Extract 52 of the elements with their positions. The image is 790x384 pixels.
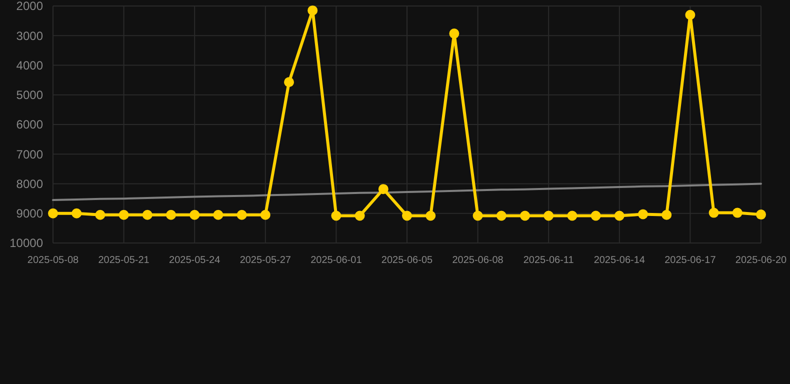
point <box>708 208 719 218</box>
y-tick-label: 7000 <box>16 147 44 162</box>
y-tick-label: 10000 <box>10 236 44 250</box>
point <box>354 210 365 221</box>
y-tick-label: 8000 <box>16 176 44 191</box>
x-tick-label: 2025-06-20 <box>735 255 788 266</box>
point <box>236 210 247 220</box>
point <box>95 210 106 220</box>
point <box>567 210 578 221</box>
point <box>732 208 742 218</box>
point <box>48 208 58 218</box>
x-tick-label: 2025-05-21 <box>98 255 150 266</box>
point <box>614 210 624 221</box>
point <box>496 210 506 221</box>
point <box>190 210 200 220</box>
point <box>284 77 294 88</box>
x-tick-label: 2025-06-05 <box>381 255 434 266</box>
x-tick-label: 2025-05-27 <box>240 255 292 266</box>
y-tick-label: 2000 <box>16 0 44 14</box>
point <box>378 184 388 194</box>
x-tick-label: 2025-06-14 <box>594 255 646 266</box>
x-tick-label: 2025-06-01 <box>310 255 362 266</box>
point <box>118 210 129 220</box>
line-series <box>52 182 762 202</box>
point <box>638 209 648 220</box>
x-tick-label: 2025-06-08 <box>452 255 504 266</box>
point <box>590 210 601 221</box>
point <box>756 210 766 220</box>
point <box>260 210 270 220</box>
y-tick-label: 5000 <box>16 88 44 102</box>
point <box>449 28 460 39</box>
x-tick-label: 2025-05-08 <box>27 255 80 266</box>
point <box>685 10 696 20</box>
point <box>308 5 318 16</box>
point <box>72 208 82 218</box>
point <box>166 210 176 220</box>
point <box>142 210 152 220</box>
point <box>402 210 412 221</box>
x-tick-label: 2025-05-24 <box>169 255 221 266</box>
x-tick-label: 2025-06-17 <box>664 255 716 266</box>
point <box>472 210 483 221</box>
y-tick-label: 6000 <box>16 118 44 132</box>
point <box>544 210 554 221</box>
y-tick-label: 4000 <box>16 58 44 72</box>
x-tick-label: 2025-06-11 <box>523 255 574 266</box>
point <box>426 210 436 221</box>
y-tick-label: 3000 <box>16 28 44 43</box>
point <box>520 210 530 221</box>
point <box>662 210 672 220</box>
point <box>331 210 342 221</box>
point <box>213 210 224 220</box>
y-tick-label: 9000 <box>16 206 44 221</box>
